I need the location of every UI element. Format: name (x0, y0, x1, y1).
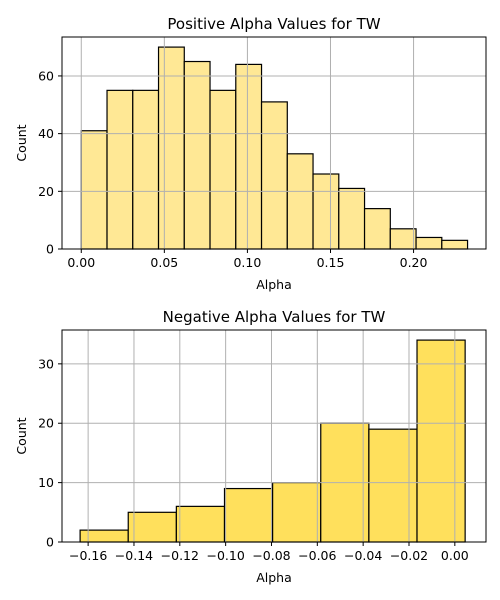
x-tick-label: 0.00 (441, 548, 469, 563)
y-axis-label: Count (14, 417, 29, 454)
histogram-bar-12 (363, 208, 391, 250)
histogram-bar-7 (235, 63, 263, 250)
x-tick-label: 0.05 (150, 255, 178, 270)
histogram-bar-4 (223, 487, 274, 543)
x-tick-label: 0.10 (233, 255, 261, 270)
histogram-bar-3 (175, 505, 226, 543)
x-tick-label: −0.06 (298, 548, 336, 563)
axes-frame (61, 329, 487, 543)
bars (79, 339, 466, 543)
x-axis-ticks: 0.00 0.05 0.10 0.15 0.20 (67, 249, 428, 270)
y-tick-label: 0 (46, 242, 54, 257)
y-tick-label: 20 (38, 184, 54, 199)
x-tick-label: −0.08 (252, 548, 290, 563)
histogram-bar-2 (127, 511, 177, 543)
x-axis-ticks: −0.16 −0.14 −0.12 −0.10 −0.08 −0.06 −0.04 −0.02… (69, 542, 469, 563)
histogram-bar-11 (338, 187, 366, 250)
histogram-bar-1 (80, 130, 108, 250)
y-tick-label: 40 (38, 126, 54, 141)
histogram-bar-5 (183, 60, 211, 250)
x-tick-label: −0.16 (69, 548, 107, 563)
histogram-bar-14 (415, 236, 443, 250)
x-axis-label: Alpha (256, 277, 292, 292)
histogram-bar-5 (272, 482, 322, 543)
x-tick-label: −0.02 (390, 548, 428, 563)
y-tick-label: 30 (38, 356, 54, 371)
chart-title: Negative Alpha Values for TW (163, 308, 386, 326)
x-tick-label: 0.20 (400, 255, 428, 270)
histogram-bar-7 (368, 428, 418, 543)
histogram-bar-1 (79, 529, 129, 543)
histogram-bar-10 (312, 173, 340, 250)
x-axis-label: Alpha (256, 570, 292, 585)
histogram-bar-15 (441, 239, 469, 250)
histogram-bar-3 (132, 89, 160, 250)
y-axis-ticks: 0 20 40 60 (38, 68, 62, 257)
x-tick-label: 0.00 (67, 255, 95, 270)
y-axis-ticks: 0 10 20 30 (38, 356, 62, 550)
y-tick-label: 10 (38, 475, 54, 490)
axes-frame (61, 36, 487, 250)
x-tick-label: −0.14 (115, 548, 153, 563)
x-tick-label: −0.04 (344, 548, 382, 563)
x-tick-label: −0.10 (206, 548, 244, 563)
histogram-bar-13 (389, 228, 417, 250)
x-tick-label: −0.12 (161, 548, 199, 563)
histogram-bar-8 (416, 339, 466, 543)
chart-title: Positive Alpha Values for TW (167, 15, 380, 33)
histogram-bar-8 (260, 101, 288, 250)
histogram-bar-9 (286, 153, 314, 250)
x-tick-label: 0.15 (317, 255, 345, 270)
bars (80, 46, 469, 250)
y-tick-label: 0 (46, 535, 54, 550)
chart-2: Negative Alpha Values for TW−0.16 −0.14 −0… (14, 308, 487, 585)
histogram-bar-6 (209, 89, 237, 250)
histogram-bar-2 (106, 89, 134, 250)
y-axis-label: Count (14, 124, 29, 161)
histogram-bar-4 (157, 46, 185, 250)
chart-1: Positive Alpha Values for TW 0.00 0.05 0.10… (14, 15, 487, 292)
y-tick-label: 20 (38, 416, 54, 431)
y-tick-label: 60 (38, 68, 54, 83)
